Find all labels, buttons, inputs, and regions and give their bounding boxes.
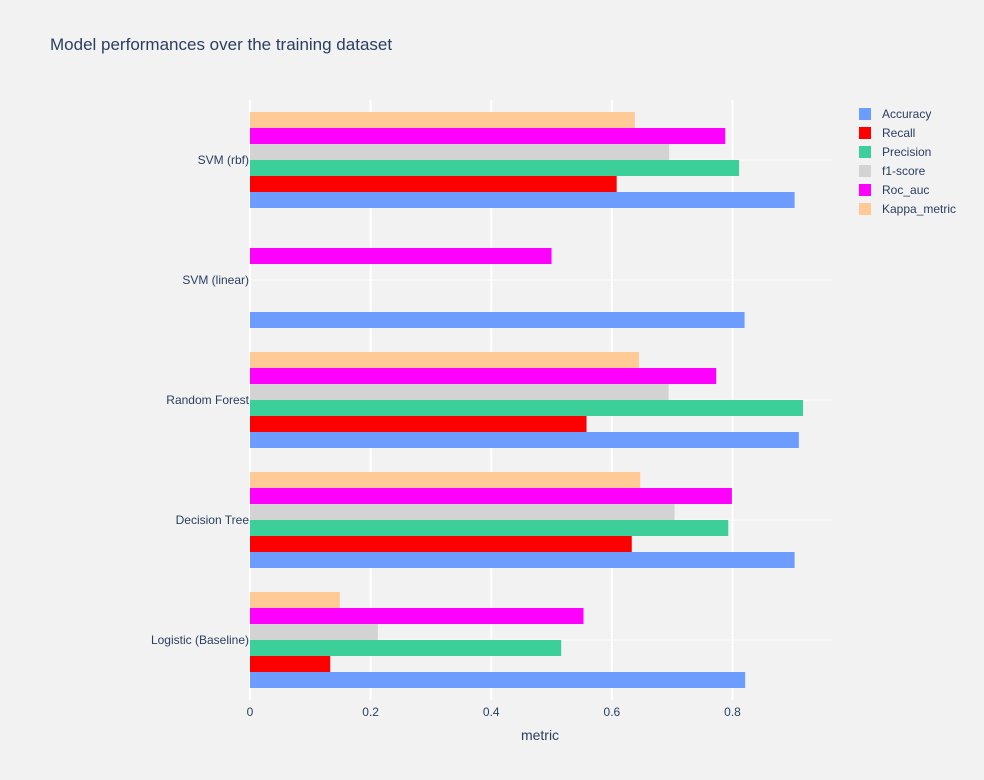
y-tick-label: Random Forest	[166, 393, 249, 407]
y-tick-labels: Logistic (Baseline) Decision Tree Random F…	[151, 153, 250, 647]
bar-roc-auc[interactable]	[250, 128, 726, 144]
bar-precision[interactable]	[250, 640, 562, 656]
legend[interactable]: Accuracy Recall Precision f1-score Roc_auc Ka…	[859, 107, 956, 216]
bar-accuracy[interactable]	[250, 312, 745, 328]
bar-kappa-metric[interactable]	[250, 352, 640, 368]
bars-group	[250, 112, 804, 688]
bar-recall[interactable]	[250, 536, 632, 552]
y-tick-label: Logistic (Baseline)	[151, 633, 249, 647]
bar-f1-score[interactable]	[250, 504, 675, 520]
legend-swatch	[859, 146, 871, 158]
bar-recall[interactable]	[250, 656, 331, 672]
legend-label: f1-score	[882, 164, 926, 178]
bar-kappa-metric[interactable]	[250, 592, 340, 608]
bar-f1-score[interactable]	[250, 624, 378, 640]
legend-swatch	[859, 127, 871, 139]
bar-kappa-metric[interactable]	[250, 472, 641, 488]
bar-precision[interactable]	[250, 160, 740, 176]
x-tick-label: 0.2	[362, 705, 379, 719]
y-tick-label: SVM (rbf)	[198, 153, 249, 167]
legend-label: Roc_auc	[882, 183, 929, 197]
legend-item[interactable]: Kappa_metric	[859, 202, 956, 216]
legend-swatch	[859, 203, 871, 215]
legend-item[interactable]: Accuracy	[859, 107, 931, 121]
bar-roc-auc[interactable]	[250, 488, 732, 504]
bar-recall[interactable]	[250, 176, 617, 192]
y-tick-label: Decision Tree	[176, 513, 250, 527]
x-tick-label: 0.6	[604, 705, 621, 719]
bar-f1-score[interactable]	[250, 384, 669, 400]
bar-accuracy[interactable]	[250, 552, 795, 568]
x-tick-label: 0.8	[724, 705, 741, 719]
legend-item[interactable]: Recall	[859, 126, 915, 140]
bar-roc-auc[interactable]	[250, 368, 717, 384]
bar-recall[interactable]	[250, 416, 587, 432]
legend-swatch	[859, 184, 871, 196]
bar-roc-auc[interactable]	[250, 608, 584, 624]
legend-label: Precision	[882, 145, 931, 159]
bar-kappa-metric[interactable]	[250, 112, 635, 128]
x-axis-label: metric	[521, 727, 559, 743]
legend-swatch	[859, 165, 871, 177]
legend-item[interactable]: f1-score	[859, 164, 926, 178]
bar-roc-auc[interactable]	[250, 248, 552, 264]
x-tick-labels: 0 0.2 0.4 0.6 0.8	[247, 705, 741, 719]
bar-accuracy[interactable]	[250, 192, 795, 208]
legend-label: Recall	[882, 126, 915, 140]
legend-label: Accuracy	[882, 107, 931, 121]
bar-f1-score[interactable]	[250, 144, 670, 160]
chart-title: Model performances over the training dat…	[50, 35, 392, 54]
legend-label: Kappa_metric	[882, 202, 956, 216]
legend-item[interactable]: Roc_auc	[859, 183, 929, 197]
bar-precision[interactable]	[250, 520, 729, 536]
legend-item[interactable]: Precision	[859, 145, 931, 159]
legend-swatch	[859, 108, 871, 120]
x-tick-label: 0.4	[483, 705, 500, 719]
bar-precision[interactable]	[250, 400, 804, 416]
bar-accuracy[interactable]	[250, 672, 746, 688]
bar-accuracy[interactable]	[250, 432, 799, 448]
y-tick-label: SVM (linear)	[182, 273, 249, 287]
x-tick-label: 0	[247, 705, 254, 719]
